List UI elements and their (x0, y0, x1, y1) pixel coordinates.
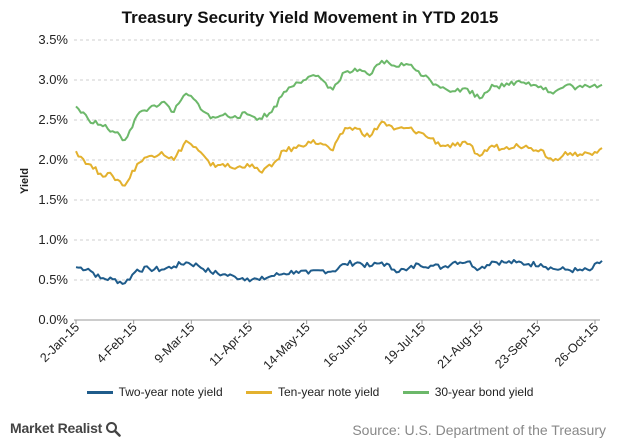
legend-swatch-two-year (86, 391, 113, 395)
source-note: Source: U.S. Department of the Treasury (352, 422, 606, 438)
series-line-two-year (75, 259, 603, 285)
y-tick-label: 0.0% (38, 312, 68, 327)
brand-name: Market Realist (10, 420, 103, 436)
y-axis-label: Yield (19, 168, 31, 194)
x-tick-label: 26-Oct-15 (552, 320, 601, 369)
x-tick-label: 14-May-15 (261, 320, 313, 372)
chart-title: Treasury Security Yield Movement in YTD … (121, 8, 499, 27)
legend-item-thirty-year: 30-year bond yield (402, 385, 534, 399)
series-lines (75, 59, 603, 285)
legend-item-ten-year: Ten-year note yield (245, 385, 380, 399)
x-tick-label: 11-Apr-15 (207, 320, 256, 369)
y-tick-label: 3.0% (38, 72, 68, 87)
y-tick-label: 0.5% (38, 272, 68, 287)
brand-logo: Market Realist (10, 420, 121, 438)
legend-swatch-ten-year (245, 391, 272, 395)
series-line-thirty-year (75, 59, 603, 142)
x-tick-label: 4-Feb-15 (94, 320, 140, 366)
legend-label-thirty-year: 30-year bond yield (434, 385, 534, 399)
y-tick-label: 2.0% (38, 152, 68, 167)
gridlines (74, 39, 600, 281)
y-tick-label: 1.5% (38, 192, 68, 207)
y-tick-label: 3.5% (38, 32, 68, 47)
magnifier-icon (106, 422, 121, 438)
axes: 0.0%0.5%1.0%1.5%2.0%2.5%3.0%3.5%2-Jan-15… (37, 32, 601, 372)
x-tick-label: 19-Jul-15 (381, 320, 428, 367)
legend-swatch-thirty-year (402, 391, 429, 395)
y-tick-label: 1.0% (38, 232, 68, 247)
series-line-ten-year (75, 120, 603, 187)
legend-label-ten-year: Ten-year note yield (277, 385, 380, 399)
legend: Two-year note yield Ten-year note yield … (0, 385, 620, 399)
legend-item-two-year: Two-year note yield (86, 385, 223, 399)
y-tick-label: 2.5% (38, 112, 68, 127)
x-tick-label: 21-Aug-15 (435, 320, 486, 371)
legend-label-two-year: Two-year note yield (118, 385, 223, 399)
x-tick-label: 23-Sep-15 (492, 320, 543, 371)
x-tick-label: 9-Mar-15 (152, 320, 198, 366)
x-tick-label: 16-Jun-15 (321, 320, 371, 370)
